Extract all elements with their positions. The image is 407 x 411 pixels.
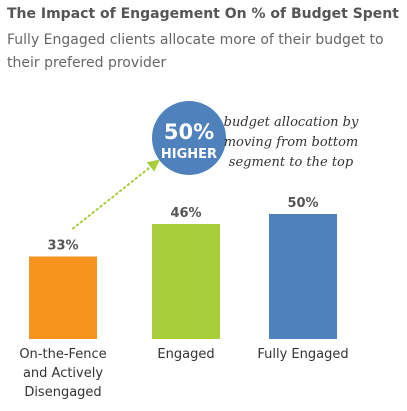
bar-value-label-2: 50% (287, 196, 318, 211)
bar-1 (152, 224, 220, 339)
category-label-2: Fully Engaged (257, 347, 348, 362)
chart-subtitle: Fully Engaged clients allocate more of t… (7, 32, 384, 71)
chart-title: The Impact of Engagement On % of Budget … (7, 6, 399, 22)
category-label-1: Engaged (157, 347, 214, 362)
category-label-0: On-the-Fence and Actively Disengaged (19, 347, 106, 400)
bar-value-label-1: 46% (170, 206, 201, 221)
badge-percent: 50% (164, 120, 214, 144)
trend-arrow (72, 159, 160, 230)
annotation-note: budget allocation by moving from bottom se… (224, 115, 359, 170)
bar-2 (269, 214, 337, 339)
badge-caption: HIGHER (161, 147, 217, 162)
bar-value-label-0: 33% (47, 239, 78, 254)
bar-0 (29, 256, 97, 339)
highlight-badge (152, 101, 226, 175)
